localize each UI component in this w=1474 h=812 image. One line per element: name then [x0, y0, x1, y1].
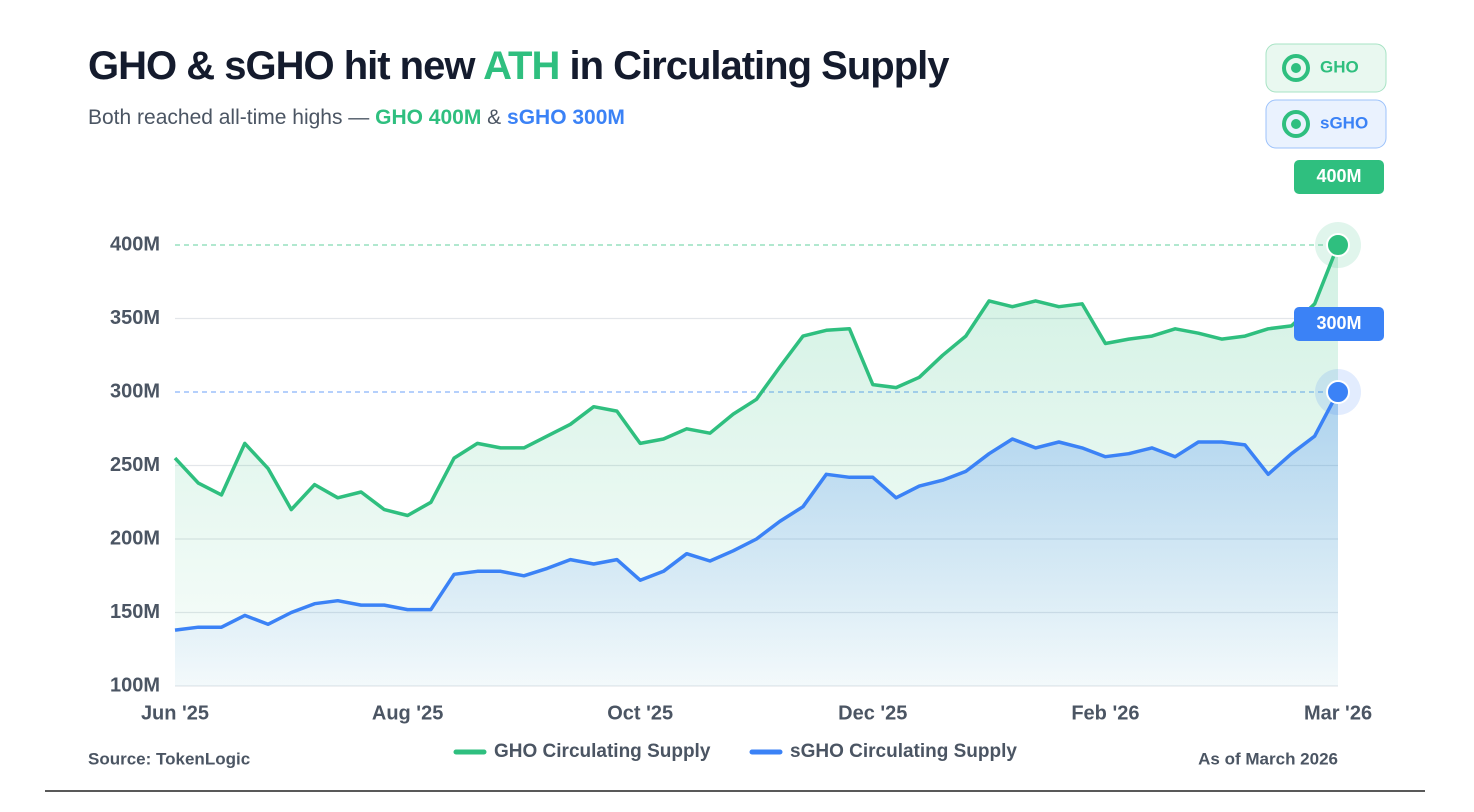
series-line: [174, 391, 1340, 632]
x-tick-label: Mar '26: [1304, 702, 1372, 724]
y-tick-label: 350M: [110, 307, 160, 329]
title-part: in Circulating Supply: [559, 44, 950, 88]
y-tick-label: 150M: [110, 601, 160, 623]
chip-label: GHO: [1320, 57, 1359, 76]
x-tick-label: Jun '25: [141, 702, 209, 724]
subtitle-part: Both reached all-time highs —: [88, 106, 375, 129]
subtitle-part: &: [481, 106, 507, 129]
x-tick-label: Oct '25: [607, 702, 673, 724]
legend-chip: GHO: [1265, 43, 1387, 93]
value-label: 300M: [1316, 313, 1361, 333]
y-tick-label: 200M: [110, 527, 160, 549]
end-point: [1326, 233, 1350, 257]
value-badge: [1294, 307, 1384, 341]
chip-icon: [1291, 119, 1301, 129]
value-label: 400M: [1316, 166, 1361, 186]
x-tick-label: Aug '25: [372, 702, 443, 724]
end-point: [1326, 380, 1350, 404]
chip-label: sGHO: [1320, 113, 1368, 132]
as-of: As of March 2026: [1198, 749, 1338, 768]
y-tick-label: 250M: [110, 454, 160, 476]
series-line: [173, 244, 1340, 518]
x-tick-label: Dec '25: [838, 702, 907, 724]
source: Source: TokenLogic: [88, 749, 250, 768]
x-tick-label: Feb '26: [1071, 702, 1139, 724]
legend-label: GHO Circulating Supply: [494, 741, 711, 762]
y-tick-label: 400M: [110, 233, 160, 255]
subtitle-part: sGHO 300M: [507, 106, 625, 129]
subtitle-part: GHO 400M: [375, 106, 481, 129]
value-badge: [1294, 160, 1384, 194]
y-tick-label: 100M: [110, 674, 160, 696]
y-tick-label: 300M: [110, 380, 160, 402]
chip-icon: [1282, 54, 1310, 82]
chart-title: GHO & sGHO hit new ATH in Circulating Su…: [88, 44, 950, 88]
title-part: ATH: [483, 44, 559, 88]
legend-chip: sGHO: [1265, 99, 1387, 149]
chip-icon: [1291, 63, 1301, 73]
subtitle: Both reached all-time highs — GHO 400M &…: [88, 106, 625, 129]
legend-label: sGHO Circulating Supply: [790, 741, 1017, 762]
chip-icon: [1282, 110, 1310, 138]
title-part: GHO & sGHO hit new: [88, 44, 483, 88]
